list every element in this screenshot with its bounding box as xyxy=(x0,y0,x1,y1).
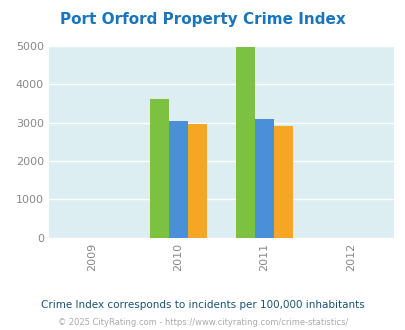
Bar xyxy=(187,124,206,238)
Text: Crime Index corresponds to incidents per 100,000 inhabitants: Crime Index corresponds to incidents per… xyxy=(41,300,364,310)
Bar xyxy=(168,121,187,238)
Bar xyxy=(149,99,168,238)
Bar xyxy=(254,118,273,238)
Text: © 2025 CityRating.com - https://www.cityrating.com/crime-statistics/: © 2025 CityRating.com - https://www.city… xyxy=(58,318,347,327)
Bar xyxy=(235,47,254,238)
Bar xyxy=(273,126,292,238)
Text: Port Orford Property Crime Index: Port Orford Property Crime Index xyxy=(60,12,345,27)
